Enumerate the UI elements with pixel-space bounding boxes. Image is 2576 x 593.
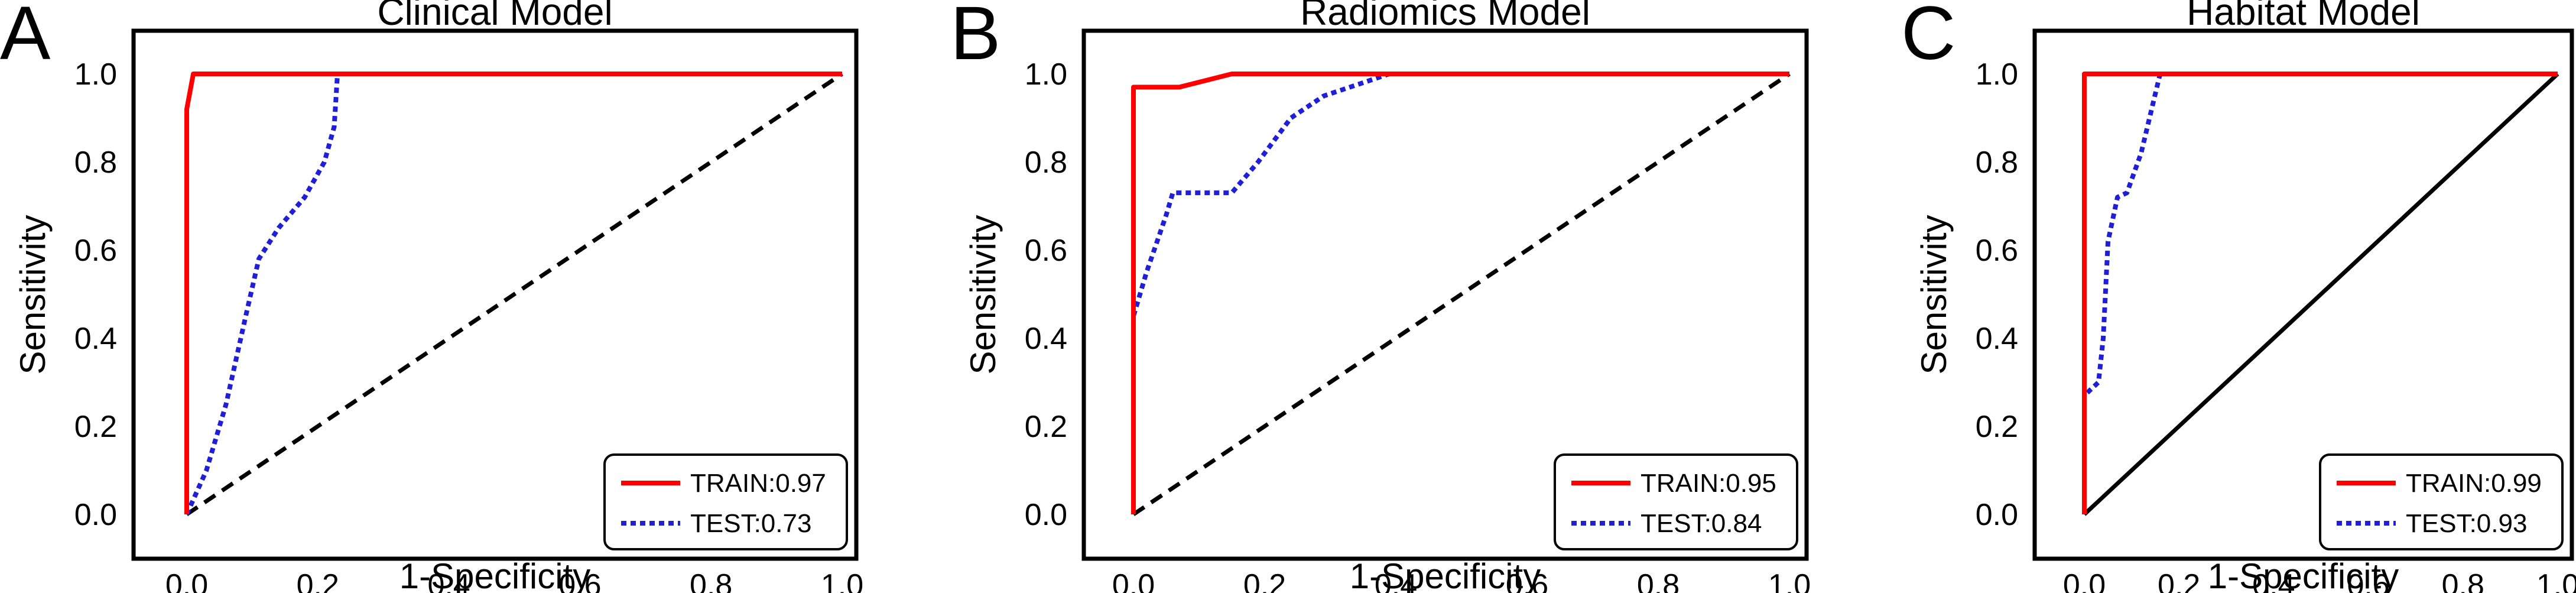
series-line-train xyxy=(2082,72,2558,514)
legend: TRAIN:0.99 TEST:0.93 xyxy=(2319,453,2564,550)
x-tick-label: 0.8 xyxy=(690,568,732,593)
legend-label: TRAIN:0.97 xyxy=(690,469,826,498)
legend: TRAIN:0.97 TEST:0.73 xyxy=(603,453,848,550)
reference-diagonal xyxy=(1132,72,1791,516)
legend-box xyxy=(603,453,848,550)
x-tick-label: 0.8 xyxy=(2442,568,2484,593)
legend-label: TEST:0.73 xyxy=(690,509,811,538)
y-tick-label: 0.6 xyxy=(74,234,117,268)
y-tick-label: 1.0 xyxy=(1025,57,1067,92)
legend: TRAIN:0.95 TEST:0.84 xyxy=(1554,453,1798,550)
y-tick-label: 0.4 xyxy=(1976,322,2018,356)
x-tick-label: 0.8 xyxy=(1637,568,1680,593)
chart-title: Clinical Model xyxy=(377,0,612,33)
y-tick-label: 1.0 xyxy=(1976,57,2018,92)
y-tick-label: 1.0 xyxy=(74,57,117,92)
y-tick-label: 0.8 xyxy=(1976,145,2018,180)
x-axis-label: 1-Specificity xyxy=(399,556,590,593)
x-tick-label: 0.4 xyxy=(2252,568,2295,593)
plot-frame xyxy=(2032,28,2574,561)
y-tick-label: 0.6 xyxy=(1025,234,1067,268)
x-tick-label: 0.4 xyxy=(427,568,470,593)
reference-diagonal xyxy=(2083,72,2559,516)
y-tick-label: 0.0 xyxy=(1025,498,1067,532)
legend-label: TEST:0.93 xyxy=(2406,509,2527,538)
x-tick-label: 0.0 xyxy=(1112,568,1155,593)
legend-box xyxy=(1554,453,1798,550)
series-line-test xyxy=(1131,72,1789,514)
plot-frame xyxy=(131,28,859,561)
x-tick-label: 0.2 xyxy=(297,568,339,593)
x-tick-label: 0.6 xyxy=(2347,568,2389,593)
panel-letter: C xyxy=(1901,0,1955,76)
chart-title: Habitat Model xyxy=(2187,0,2420,33)
y-tick-label: 0.0 xyxy=(1976,498,2018,532)
chart-title: Radiomics Model xyxy=(1300,0,1590,33)
y-tick-label: 0.4 xyxy=(1025,322,1067,356)
x-tick-label: 1.0 xyxy=(821,568,863,593)
x-tick-label: 0.0 xyxy=(2063,568,2106,593)
panel-letter: A xyxy=(0,0,51,76)
y-tick-label: 0.2 xyxy=(1976,410,2018,444)
y-axis-label: Sensitivity xyxy=(13,215,53,374)
chart-panel-c: C Habitat Model 0.0 0.2 0.4 0.6 0.8 1.0 0.0 0.2 0.… xyxy=(1901,0,2576,593)
chart-panel-a: A Clinical Model 0.0 0.2 0.4 0.6 0.8 1.0 0.0 0.2 0… xyxy=(0,0,863,593)
y-tick-label: 0.6 xyxy=(1976,234,2018,268)
chart-panel-b: B Radiomics Model 0.0 0.2 0.4 0.6 0.8 1.0 0.0 0.2… xyxy=(950,0,1811,593)
x-axis-label: 1-Specificity xyxy=(2208,556,2399,593)
x-tick-label: 0.6 xyxy=(1506,568,1548,593)
legend-box xyxy=(2319,453,2564,550)
x-axis-label: 1-Specificity xyxy=(1350,556,1541,593)
legend-label: TEST:0.84 xyxy=(1641,509,1762,538)
x-tick-label: 1.0 xyxy=(2536,568,2576,593)
legend-label: TRAIN:0.95 xyxy=(1641,469,1776,498)
y-tick-label: 0.8 xyxy=(1025,145,1067,180)
series-line-test xyxy=(184,72,842,516)
x-tick-label: 1.0 xyxy=(1768,568,1811,593)
x-tick-label: 0.4 xyxy=(1375,568,1417,593)
x-tick-label: 0.2 xyxy=(1243,568,1286,593)
y-axis-label: Sensitivity xyxy=(1914,215,1954,374)
series-line-test xyxy=(2082,72,2558,514)
y-axis-label: Sensitivity xyxy=(963,215,1003,374)
y-tick-label: 0.2 xyxy=(74,410,117,444)
x-tick-label: 0.2 xyxy=(2158,568,2200,593)
plot-frame xyxy=(1081,28,1809,561)
y-tick-label: 0.0 xyxy=(74,498,117,532)
y-tick-label: 0.2 xyxy=(1025,410,1067,444)
series-line-train xyxy=(1131,72,1789,514)
reference-diagonal xyxy=(186,72,843,516)
legend-label: TRAIN:0.99 xyxy=(2406,469,2542,498)
panel-letter: B xyxy=(950,0,1000,76)
x-tick-label: 0.6 xyxy=(558,568,601,593)
x-tick-label: 0.0 xyxy=(165,568,208,593)
y-tick-label: 0.4 xyxy=(74,322,117,356)
series-line-train xyxy=(184,72,842,514)
y-tick-label: 0.8 xyxy=(74,145,117,180)
